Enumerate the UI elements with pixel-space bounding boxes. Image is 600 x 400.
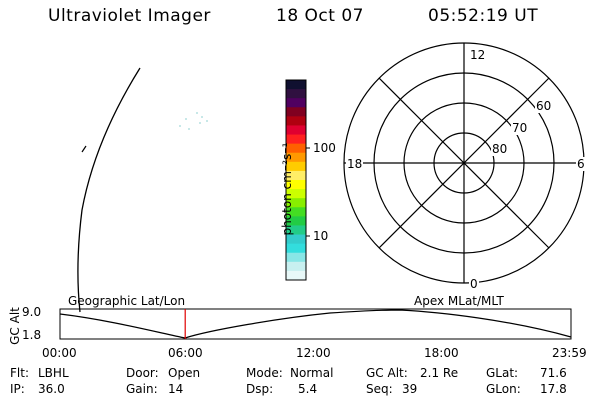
colorbar-cell bbox=[286, 161, 306, 172]
flt-label: Flt: bbox=[10, 366, 29, 380]
geographic-latlon-label: Geographic Lat/Lon bbox=[68, 294, 186, 308]
earth-limb-arc bbox=[77, 67, 141, 313]
colorbar-cell bbox=[286, 234, 306, 245]
x-tick-1800: 18:00 bbox=[424, 346, 459, 360]
colorbar-cell bbox=[286, 143, 306, 154]
y-tick-9: 9.0 bbox=[22, 305, 42, 319]
mlt-label-12: 12 bbox=[469, 48, 487, 62]
colorbar-cell bbox=[286, 134, 306, 145]
polar-diagonal-2 bbox=[378, 77, 550, 249]
x-tick-2359: 23:59 bbox=[552, 346, 587, 360]
colorbar-cell bbox=[286, 170, 306, 181]
colorbar-tick-100: 100 bbox=[313, 141, 336, 155]
gain-label: Gain: bbox=[126, 382, 158, 396]
time-label: 05:52:19 UT bbox=[428, 6, 539, 26]
x-tick-0000: 00:00 bbox=[42, 346, 77, 360]
door-label: Door: bbox=[126, 366, 159, 380]
colorbar-cell bbox=[286, 270, 306, 281]
colorbar-cell bbox=[286, 243, 306, 254]
date-label: 18 Oct 07 bbox=[276, 6, 364, 26]
glat-value: 71.6 bbox=[540, 366, 567, 380]
gain-value: 14 bbox=[168, 382, 184, 396]
colorbar-cell bbox=[286, 225, 306, 236]
apex-mlat-mlt-label: Apex MLat/MLT bbox=[414, 294, 504, 308]
flt-value: LBHL bbox=[38, 366, 69, 380]
dsp-label: Dsp: bbox=[246, 382, 274, 396]
instrument-title: Ultraviolet Imager bbox=[48, 6, 211, 26]
lat-label-70: 70 bbox=[511, 121, 529, 135]
mlt-label-0: 0 bbox=[469, 277, 479, 291]
x-tick-1200: 12:00 bbox=[296, 346, 331, 360]
timeline-frame bbox=[59, 308, 572, 340]
mode-value: Normal bbox=[290, 366, 334, 380]
colorbar-cell bbox=[286, 198, 306, 208]
mlt-label-6: 6 bbox=[576, 157, 586, 171]
ip-value: 36.0 bbox=[38, 382, 65, 396]
colorbar-cell bbox=[286, 216, 306, 226]
colorbar-cell bbox=[286, 189, 306, 199]
ip-label: IP: bbox=[10, 382, 25, 396]
seq-value: 39 bbox=[402, 382, 418, 396]
glon-label: GLon: bbox=[486, 382, 521, 396]
limb-fragment bbox=[81, 145, 87, 153]
aurora-speckles bbox=[179, 112, 208, 130]
mlt-label-18: 18 bbox=[346, 157, 364, 171]
colorbar-cell bbox=[286, 125, 306, 136]
colorbar-cell bbox=[286, 207, 306, 217]
door-value: Open bbox=[168, 366, 201, 380]
lat-label-80: 80 bbox=[491, 142, 509, 156]
mode-label: Mode: bbox=[246, 366, 283, 380]
altitude-curve bbox=[59, 309, 572, 339]
glon-value: 17.8 bbox=[540, 382, 567, 396]
colorbar-cell bbox=[286, 80, 306, 90]
colorbar-cell bbox=[286, 152, 306, 163]
colorbar-tick-10: 10 bbox=[313, 229, 329, 243]
colorbar-cell bbox=[286, 116, 306, 126]
dsp-value: 5.4 bbox=[298, 382, 318, 396]
colorbar-cell bbox=[286, 98, 306, 108]
x-tick-0600: 06:00 bbox=[168, 346, 203, 360]
seq-label: Seq: bbox=[366, 382, 393, 396]
y-tick-1-8: 1.8 bbox=[22, 328, 42, 342]
colorbar-cell bbox=[286, 252, 306, 263]
colorbar-cell bbox=[286, 261, 306, 272]
colorbar-cell bbox=[286, 180, 306, 190]
colorbar-cell bbox=[286, 107, 306, 117]
glat-label: GLat: bbox=[486, 366, 519, 380]
lat-label-60: 60 bbox=[535, 99, 553, 113]
gcalt-label: GC Alt: bbox=[366, 366, 408, 380]
gcalt-value: 2.1 Re bbox=[420, 366, 459, 380]
colorbar-cell bbox=[286, 89, 306, 99]
